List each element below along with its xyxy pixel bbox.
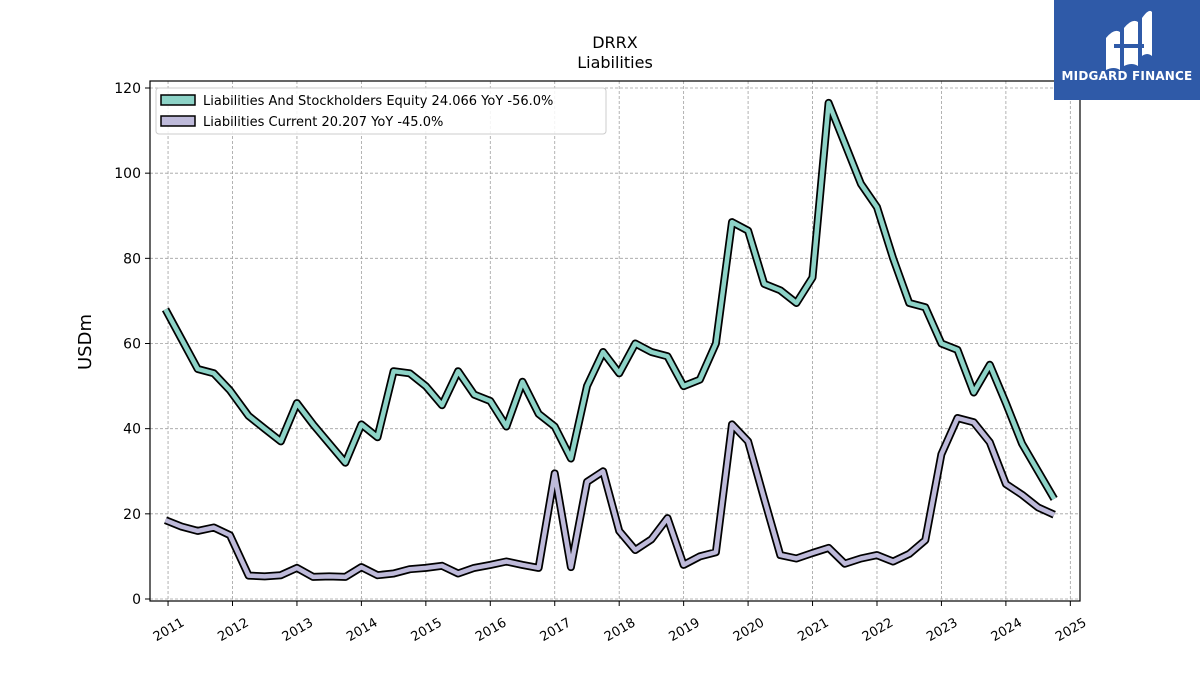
series-line-outline (161, 98, 1058, 501)
legend-label: Liabilities Current 20.207 YoY -45.0% (203, 115, 443, 130)
x-tick-label: 2012 (215, 615, 251, 645)
y-tick-label: 80 (123, 251, 141, 267)
midgard-finance-logo: MIDGARD FINANCE (1054, 0, 1200, 100)
x-tick-label: 2018 (602, 615, 638, 645)
x-tick-label: 2019 (666, 615, 702, 645)
series-lines (161, 98, 1058, 581)
y-tick-label: 20 (123, 507, 141, 523)
y-tick-label: 0 (132, 592, 141, 608)
series-line-liabilities-and-stockholders-equity (163, 100, 1057, 501)
x-tick-label: 2023 (924, 615, 960, 645)
x-tick-label: 2022 (860, 615, 896, 645)
y-tick-label: 120 (114, 81, 141, 97)
legend-swatch (160, 115, 196, 127)
y-axis-label: USDm (75, 314, 96, 370)
y-tick-label: 40 (123, 422, 141, 438)
x-tick-label: 2017 (538, 615, 574, 645)
midgard-logo-icon (1106, 10, 1152, 70)
x-tick-label: 2025 (1053, 615, 1089, 645)
x-tick-label: 2013 (280, 615, 316, 645)
x-tick-label: 2016 (473, 615, 509, 645)
x-tick-label: 2021 (795, 615, 831, 645)
y-tick-label: 60 (123, 337, 141, 353)
legend-box (155, 87, 607, 135)
legend-swatch (160, 94, 196, 106)
chart-title: DRRX (592, 33, 638, 52)
x-tick-label: 2015 (409, 615, 445, 645)
x-tick-label: 2014 (344, 615, 380, 645)
x-tick-label: 2011 (151, 615, 187, 645)
y-tick-label: 100 (114, 166, 141, 182)
series-line-liabilities-current (164, 415, 1056, 580)
grid (150, 81, 1080, 601)
plot-frame (149, 80, 1081, 602)
legend: Liabilities And Stockholders Equity 24.0… (155, 87, 607, 135)
chart-subtitle: Liabilities (577, 53, 653, 72)
x-tick-label: 2020 (731, 615, 767, 645)
logo-text: MIDGARD FINANCE (1061, 69, 1193, 83)
x-tick-label: 2024 (989, 615, 1025, 645)
legend-label: Liabilities And Stockholders Equity 24.0… (203, 94, 553, 109)
